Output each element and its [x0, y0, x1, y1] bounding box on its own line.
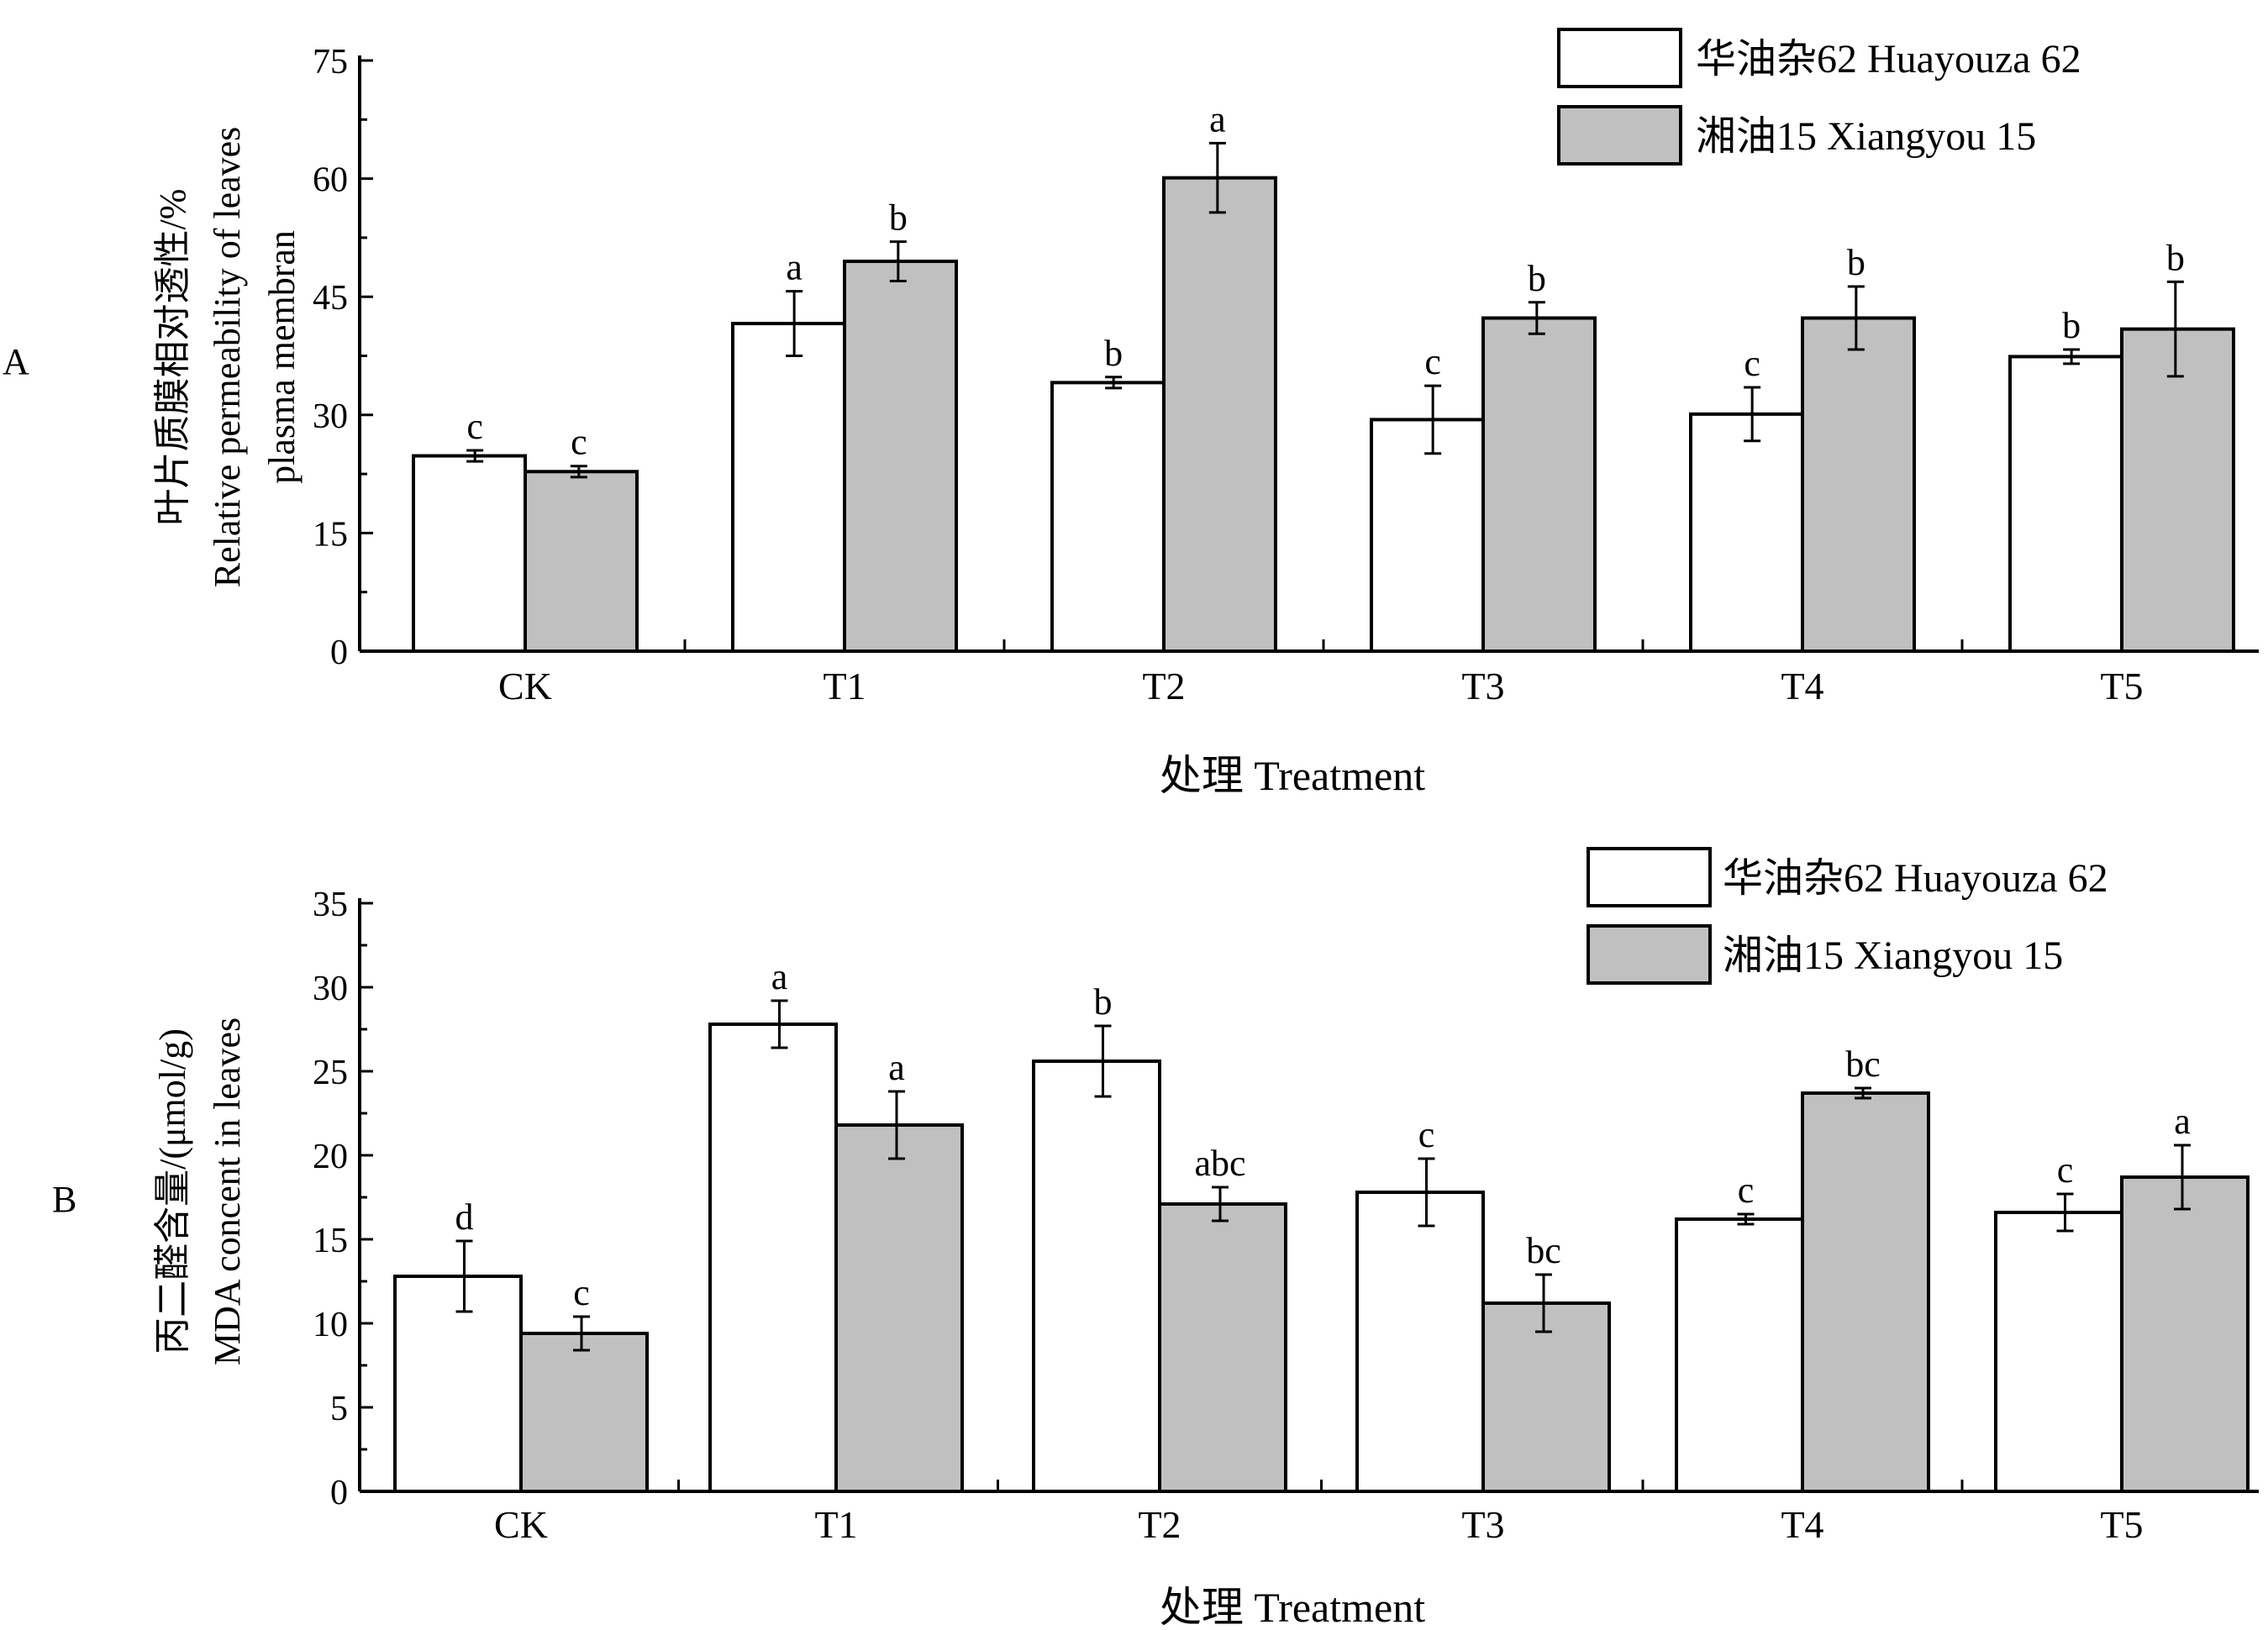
y-tick-label: 60	[313, 161, 348, 200]
bar	[1162, 176, 1277, 654]
x-tick-label: T4	[1781, 665, 1823, 707]
x-tick-label: T5	[2100, 665, 2143, 707]
y-tick-label: 45	[313, 279, 348, 318]
y-tick-label: 30	[313, 397, 348, 436]
y-tick-label: 15	[313, 1222, 348, 1260]
bar	[1801, 316, 1916, 653]
bar	[1032, 1060, 1161, 1493]
x-tick-label: CK	[494, 1503, 548, 1546]
significance-label: b	[1104, 333, 1123, 374]
significance-label: b	[1847, 242, 1865, 283]
significance-label: a	[786, 247, 802, 288]
significance-label: b	[889, 197, 908, 239]
x-tick-label: T3	[1461, 1503, 1504, 1546]
bar	[412, 454, 527, 653]
x-tick-label: T2	[1142, 665, 1185, 707]
y-tick-label: 5	[330, 1390, 348, 1428]
legend-label: 湘油15 Xiangyou 15	[1723, 933, 2063, 978]
y-tick-label: 10	[313, 1306, 348, 1344]
legend-label: 华油杂62 Huayouza 62	[1723, 856, 2108, 901]
bar	[519, 1332, 649, 1493]
significance-label: b	[2166, 237, 2185, 278]
significance-label: d	[455, 1196, 474, 1238]
bar	[1689, 412, 1804, 653]
panel-label-b: B	[52, 1179, 76, 1220]
bar	[843, 260, 958, 653]
y-axis-title: MDA concent in leaves	[207, 1017, 248, 1365]
x-tick-label: T3	[1461, 665, 1504, 707]
significance-label: bc	[1845, 1044, 1881, 1085]
bar	[1355, 1191, 1485, 1493]
x-tick-label: T1	[823, 665, 866, 707]
bar	[1481, 1301, 1611, 1493]
y-tick-label: 30	[313, 970, 348, 1008]
bar	[2008, 355, 2123, 653]
significance-label: a	[2174, 1101, 2191, 1142]
y-tick-label: 20	[313, 1138, 348, 1176]
bar	[1481, 316, 1597, 653]
panel-label-a: A	[3, 341, 29, 382]
y-axis-title: plasma membran	[261, 230, 303, 484]
significance-label: b	[1528, 258, 1546, 299]
significance-label: b	[1094, 981, 1113, 1023]
significance-label: bc	[1526, 1230, 1561, 1271]
bar	[731, 322, 846, 653]
significance-label: c	[2057, 1149, 2074, 1191]
legend-swatch	[1587, 924, 1712, 985]
bar	[2120, 327, 2235, 653]
significance-label: a	[1209, 98, 1226, 139]
y-tick-label: 15	[313, 515, 348, 554]
bar	[708, 1023, 838, 1493]
bar	[1994, 1211, 2123, 1493]
bar	[1675, 1217, 1804, 1493]
y-axis-title: 叶片质膜相对透性/%	[152, 189, 193, 526]
significance-label: c	[571, 422, 587, 463]
chart-panel-b: 0 5 10 15 20 25 30 35 d c CK a a T1 b abc T2 c bc T3 c bc T4 c a…	[152, 847, 2259, 1630]
y-tick-label: 75	[313, 43, 348, 82]
bar	[1801, 1091, 1930, 1493]
significance-label: a	[888, 1047, 905, 1088]
y-tick-label: 0	[330, 634, 348, 672]
significance-label: a	[771, 956, 788, 997]
chart-panel-a: 0 15 30 45 60 75 c c CK a b T1 b a T2 c b T3 c b T4 b b T5 处理 Tr…	[152, 28, 2259, 799]
significance-label: c	[1744, 343, 1760, 384]
legend-swatch	[1557, 28, 1682, 88]
significance-label: c	[1418, 1114, 1435, 1155]
significance-label: c	[466, 406, 483, 447]
x-tick-label: T2	[1138, 1503, 1181, 1546]
bar	[393, 1275, 523, 1493]
legend-swatch	[1587, 847, 1712, 907]
x-tick-label: CK	[498, 665, 552, 707]
significance-label: c	[573, 1272, 590, 1313]
legend-label: 华油杂62 Huayouza 62	[1696, 37, 2081, 82]
bar	[2120, 1175, 2250, 1493]
y-tick-label: 0	[330, 1474, 348, 1512]
bar	[1370, 418, 1485, 653]
y-tick-label: 35	[313, 886, 348, 924]
bar	[1158, 1202, 1287, 1493]
significance-label: c	[1738, 1170, 1755, 1211]
bar	[834, 1123, 964, 1493]
x-tick-label: T1	[814, 1503, 857, 1546]
significance-label: abc	[1194, 1143, 1245, 1184]
x-axis-title: 处理 Treatment	[1160, 752, 1425, 799]
significance-label: c	[1424, 341, 1441, 382]
significance-label: b	[2062, 305, 2081, 346]
x-tick-label: T4	[1781, 1503, 1823, 1546]
bar	[524, 470, 639, 654]
bar	[1050, 381, 1166, 653]
legend-swatch	[1557, 105, 1682, 166]
y-axis-title: 丙二醛含量/(μmol/g)	[152, 1028, 193, 1354]
y-tick-label: 25	[313, 1054, 348, 1092]
x-axis-title: 处理 Treatment	[1160, 1584, 1425, 1630]
x-tick-label: T5	[2100, 1503, 2143, 1546]
y-axis-title: Relative permeability of leaves	[207, 127, 248, 588]
legend-label: 湘油15 Xiangyou 15	[1696, 114, 2036, 159]
